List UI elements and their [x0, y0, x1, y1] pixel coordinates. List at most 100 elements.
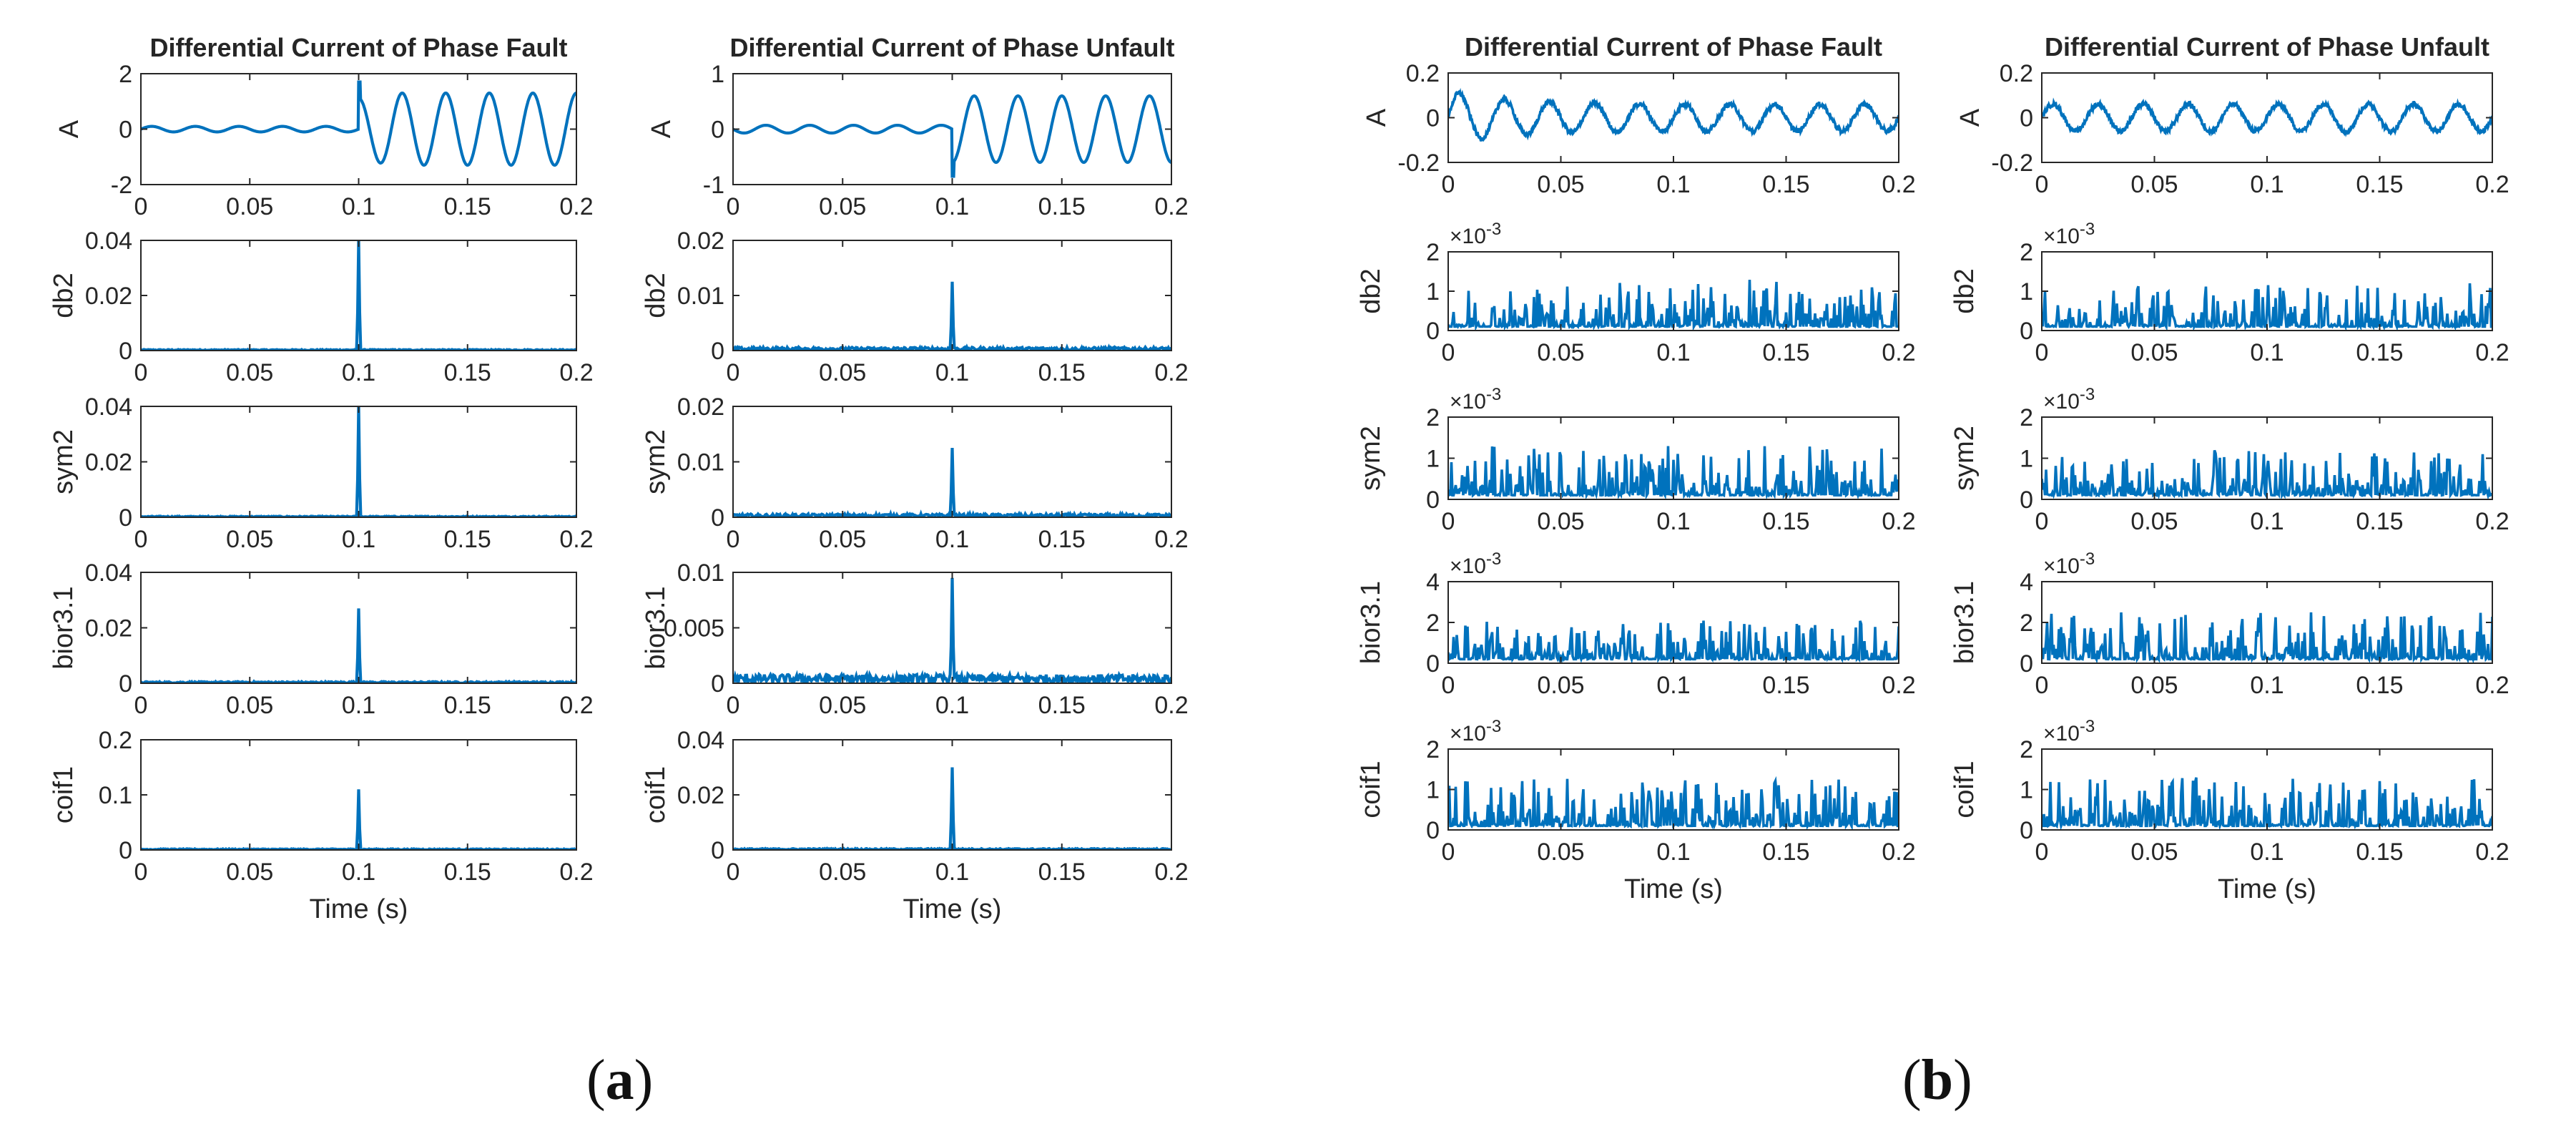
series-line [2042, 449, 2492, 499]
y-tick-label: 2 [119, 61, 132, 88]
y-exponent-power: -3 [2080, 220, 2095, 239]
series-line [141, 406, 576, 517]
panel-label-b: (b) [1902, 1049, 1972, 1112]
x-tick-label: 0 [2035, 839, 2049, 866]
x-tick-label: 0 [134, 193, 148, 220]
series-line [1448, 280, 1899, 331]
y-tick-label: 1 [1426, 278, 1440, 305]
y-exponent-label: ×10-3 [2043, 717, 2095, 745]
x-tick-label: 0.1 [2250, 171, 2284, 198]
x-tick-label: 0.1 [342, 859, 375, 886]
x-tick-label: 0 [727, 359, 740, 386]
y-tick-label: 0 [119, 837, 132, 864]
y-tick-label: 2 [2020, 610, 2033, 637]
series-line [141, 789, 576, 850]
x-tick-label: 0.1 [2250, 672, 2284, 699]
x-tick-label: 0.05 [2130, 171, 2178, 198]
x-tick-label: 0 [134, 692, 148, 719]
y-axis-label: A [54, 119, 84, 138]
x-tick-label: 0.15 [1762, 508, 1809, 535]
x-tick-label: 0 [1442, 339, 1455, 366]
x-tick-label: 0.2 [2475, 171, 2509, 198]
x-tick-label: 0.1 [342, 193, 375, 220]
subplot-b-fault-sym2: 0 0.05 0.1 0.15 0.2 0 1 2 ×10-3 sym2 [1356, 385, 1916, 535]
y-tick-label: 0.01 [677, 283, 724, 310]
y-axis-label: db2 [1356, 268, 1386, 313]
x-tick-label: 0.05 [226, 859, 273, 886]
series-line [733, 448, 1171, 517]
x-tick-label: 0.05 [819, 193, 866, 220]
y-tick-label: 0.02 [85, 449, 132, 476]
x-tick-label: 0.05 [2130, 839, 2178, 866]
x-tick-label: 0.05 [1537, 339, 1584, 366]
y-tick-label: 0 [119, 338, 132, 365]
y-tick-label: 2 [2020, 736, 2033, 763]
x-tick-label: 0.15 [2356, 672, 2403, 699]
y-tick-label: 0 [711, 338, 724, 365]
x-tick-label: 0.1 [2250, 839, 2284, 866]
y-exponent-label: ×10-3 [2043, 220, 2095, 248]
series-line [2042, 777, 2492, 830]
x-axis-label: Time (s) [2218, 874, 2316, 904]
subplot-b-fault-db2: 0 0.05 0.1 0.15 0.2 0 1 2 ×10-3 db2 [1356, 220, 1916, 366]
y-exponent-label: ×10-3 [1450, 385, 1501, 414]
x-tick-label: 0.15 [444, 859, 491, 886]
x-tick-label: 0.05 [1537, 839, 1584, 866]
x-tick-label: 0.1 [935, 359, 969, 386]
y-axis-label: bior3.1 [1356, 581, 1386, 664]
x-tick-label: 0 [2035, 672, 2049, 699]
x-tick-label: 0 [2035, 171, 2049, 198]
x-tick-label: 0.2 [1882, 839, 1915, 866]
y-axis-label: bior3.1 [1950, 581, 1980, 664]
x-tick-label: 0.05 [226, 526, 273, 553]
x-tick-label: 0.2 [559, 859, 593, 886]
x-tick-label: 0 [1442, 508, 1455, 535]
y-axis-label: db2 [641, 273, 671, 318]
x-tick-label: 0.1 [1656, 339, 1690, 366]
x-tick-label: 0.05 [819, 526, 866, 553]
y-tick-label: 0.02 [677, 228, 724, 255]
y-tick-label: 0.2 [99, 727, 132, 754]
y-axis-label: coif1 [1950, 761, 1980, 818]
y-exponent-power: -3 [1486, 220, 1501, 239]
x-tick-label: 0 [727, 526, 740, 553]
x-tick-label: 0.05 [1537, 508, 1584, 535]
subplot-a-fault-coif1: 0 0.05 0.1 0.15 0.2 0 0.1 0.2 coif1 Time (s) [49, 727, 594, 924]
series-line [1448, 87, 1899, 142]
series-line [733, 94, 1171, 178]
x-tick-label: 0.15 [1038, 359, 1086, 386]
series-line [2042, 612, 2492, 663]
y-tick-label: 0.02 [85, 615, 132, 642]
y-tick-label: 0 [1426, 817, 1440, 844]
x-tick-label: 0.15 [1038, 692, 1086, 719]
y-axis-label: sym2 [641, 429, 671, 494]
y-tick-label: 0 [119, 504, 132, 532]
y-tick-label: 0 [1426, 318, 1440, 345]
y-axis-label: db2 [1950, 268, 1980, 313]
x-tick-label: 0 [727, 859, 740, 886]
y-tick-label: 0.02 [677, 393, 724, 421]
x-tick-label: 0 [134, 359, 148, 386]
y-tick-label: 1 [2020, 446, 2033, 473]
x-tick-label: 0.2 [1154, 359, 1188, 386]
y-exponent-label: ×10-3 [1450, 549, 1501, 578]
y-tick-label: 0 [2020, 817, 2033, 844]
subplot-title: Differential Current of Phase Unfault [729, 33, 1174, 62]
y-exponent-label: ×10-3 [1450, 717, 1501, 745]
y-axis-label: coif1 [49, 766, 79, 823]
y-exponent-label: ×10-3 [2043, 549, 2095, 578]
x-tick-label: 0 [134, 526, 148, 553]
y-tick-label: 0.01 [677, 449, 724, 476]
x-tick-label: 0.05 [819, 859, 866, 886]
y-tick-label: 0 [1426, 650, 1440, 678]
series-line [1448, 776, 1899, 830]
x-tick-label: 0.2 [1882, 508, 1915, 535]
x-tick-label: 0.15 [2356, 339, 2403, 366]
x-tick-label: 0.1 [2250, 339, 2284, 366]
